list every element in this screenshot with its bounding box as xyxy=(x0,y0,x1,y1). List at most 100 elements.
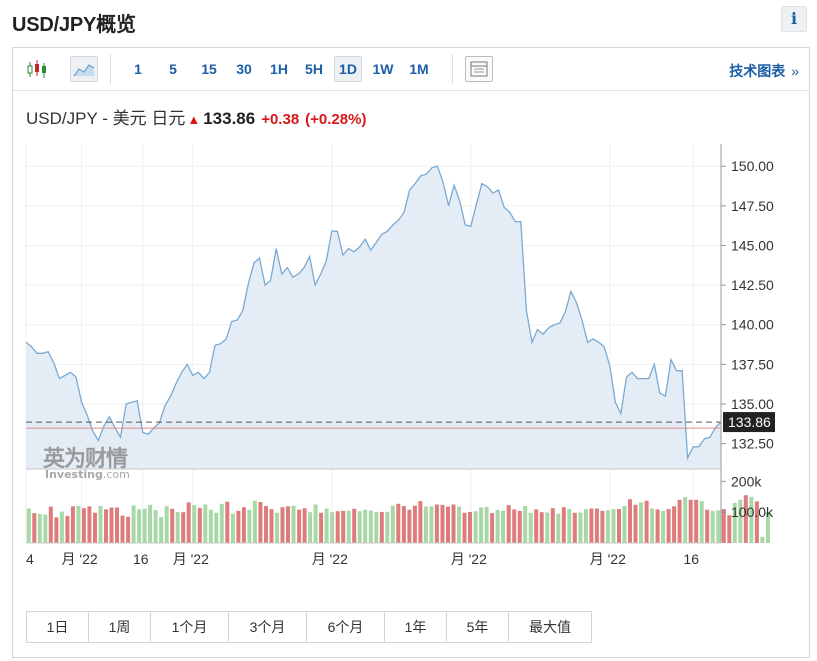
range-5y[interactable]: 5年 xyxy=(447,612,509,642)
volume-bar xyxy=(765,512,770,543)
y-tick-label: 147.50 xyxy=(731,198,774,214)
volume-bar xyxy=(335,511,340,543)
interval-15[interactable]: 15 xyxy=(201,61,217,77)
info-button[interactable]: i xyxy=(781,6,807,32)
volume-bar xyxy=(26,508,31,543)
interval-1m[interactable]: 1M xyxy=(409,61,429,77)
investing-watermark: 英为财情 Investing.com xyxy=(43,446,130,481)
volume-bar xyxy=(59,511,64,543)
volume-bar xyxy=(683,497,688,543)
volume-bar xyxy=(754,501,759,543)
volume-tick-label: 200k xyxy=(731,473,762,489)
volume-bar xyxy=(495,510,500,543)
volume-bar xyxy=(545,512,550,543)
volume-bar xyxy=(451,504,456,543)
volume-bar xyxy=(572,512,577,543)
technical-chart-label: 技术图表 xyxy=(729,63,786,79)
last-price: 133.86 xyxy=(203,109,256,128)
chart-settings-icon[interactable] xyxy=(465,56,493,82)
volume-bar xyxy=(302,508,307,543)
volume-bar xyxy=(70,506,75,543)
volume-bar xyxy=(43,514,48,543)
volume-bar xyxy=(749,496,754,544)
volume-bar xyxy=(622,506,627,543)
volume-axis: 200k 100.0k xyxy=(721,473,774,520)
volume-bar xyxy=(716,510,721,543)
volume-bar xyxy=(694,499,699,543)
volume-bar xyxy=(236,510,241,543)
interval-5[interactable]: 5 xyxy=(169,61,177,77)
range-1m[interactable]: 1个月 xyxy=(151,612,229,642)
x-tick-label: 16 xyxy=(683,551,699,567)
volume-bar xyxy=(252,500,257,543)
volume-bar xyxy=(434,504,439,543)
area-chart-icon[interactable] xyxy=(70,56,98,82)
volume-bar xyxy=(280,507,285,543)
price-area xyxy=(26,166,721,469)
volume-bar xyxy=(170,508,175,543)
range-1w[interactable]: 1周 xyxy=(89,612,151,642)
x-tick-label: 4 xyxy=(26,551,34,567)
volume-bar xyxy=(473,511,478,543)
volume-bar xyxy=(148,504,153,543)
volume-bar xyxy=(247,509,252,543)
volume-bar xyxy=(164,506,169,543)
interval-30[interactable]: 30 xyxy=(236,61,252,77)
range-3m[interactable]: 3个月 xyxy=(229,612,307,642)
interval-5h[interactable]: 5H xyxy=(305,61,323,77)
volume-bar xyxy=(639,502,643,543)
volume-bar xyxy=(230,513,235,543)
range-max[interactable]: 最大值 xyxy=(529,619,571,635)
volume-bar xyxy=(324,508,329,543)
volume-bar xyxy=(523,506,528,543)
volume-bar xyxy=(214,512,219,543)
chart-toolbar: 1 5 15 30 1H 5H 1D 1W 1M 技术图表 » xyxy=(13,48,809,91)
volume-bar xyxy=(539,512,544,543)
volume-bar xyxy=(661,510,666,543)
volume-bar xyxy=(512,509,517,543)
volume-bar xyxy=(269,509,274,543)
volume-bar xyxy=(699,501,704,543)
volume-bar xyxy=(313,504,318,543)
price-chart[interactable]: 英为财情 Investing.com 150.00147.50145.00142… xyxy=(13,48,809,608)
range-1y[interactable]: 1年 xyxy=(385,612,447,642)
time-range-selector: 1日 1周 1个月 3个月 6个月 1年 5年 最大值 xyxy=(26,611,592,643)
volume-bar xyxy=(644,500,649,543)
volume-bar xyxy=(611,509,616,543)
page-title: USD/JPY概览 xyxy=(12,14,136,36)
volume-bar xyxy=(468,511,472,543)
volume-bar xyxy=(688,499,693,543)
volume-bar xyxy=(556,513,561,543)
range-6m[interactable]: 6个月 xyxy=(307,612,385,642)
candlestick-icon[interactable] xyxy=(23,56,51,82)
interval-1[interactable]: 1 xyxy=(134,61,142,77)
y-tick-label: 140.00 xyxy=(731,317,774,333)
volume-bar xyxy=(54,517,59,543)
last-price-badge-label: 133.86 xyxy=(728,414,771,430)
volume-bar xyxy=(48,506,53,543)
volume-bar xyxy=(600,510,605,543)
volume-bar xyxy=(76,506,81,543)
x-tick-label: 月 '22 xyxy=(62,551,98,567)
technical-chart-link[interactable]: 技术图表 » xyxy=(729,61,799,81)
volume-bar xyxy=(363,509,368,543)
volume-bar xyxy=(534,509,539,543)
volume-bar xyxy=(374,512,379,543)
volume-bar xyxy=(589,508,594,543)
volume-bar xyxy=(37,514,42,543)
volume-bar xyxy=(297,509,302,543)
x-tick-label: 月 '22 xyxy=(173,551,209,567)
interval-1d[interactable]: 1D xyxy=(334,56,362,82)
volume-bar xyxy=(418,501,423,543)
chart-widget: 1 5 15 30 1H 5H 1D 1W 1M 技术图表 » USD/JPY -… xyxy=(12,47,810,658)
interval-1w[interactable]: 1W xyxy=(372,61,394,77)
watermark-en: Investing.com xyxy=(45,468,130,481)
volume-bar xyxy=(258,502,263,543)
volume-bar xyxy=(506,505,511,543)
volume-bar xyxy=(429,506,434,543)
x-tick-label: 月 '22 xyxy=(451,551,487,567)
range-1d[interactable]: 1日 xyxy=(27,612,89,642)
interval-1h[interactable]: 1H xyxy=(270,61,288,77)
volume-bar xyxy=(120,515,125,543)
watermark-en-name: Investing xyxy=(45,468,103,481)
